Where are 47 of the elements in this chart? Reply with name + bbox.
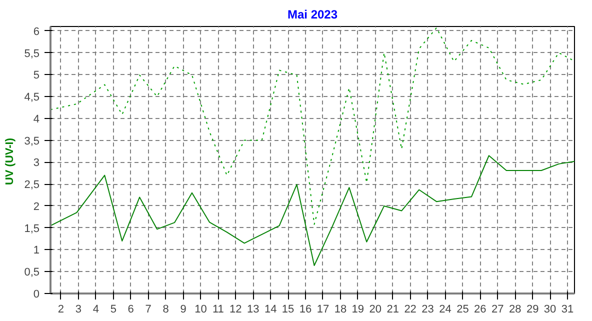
- y-tick-label: 0: [33, 288, 40, 300]
- x-tick-label: 2: [58, 304, 64, 316]
- x-tick-label: 15: [282, 304, 294, 316]
- x-tick-label: 7: [145, 304, 152, 316]
- y-tick-label: 5,5: [24, 48, 40, 60]
- x-tick-label: 19: [352, 304, 364, 316]
- x-tick-label: 11: [212, 304, 224, 316]
- x-tick-label: 27: [492, 304, 504, 316]
- chart-title: Mai 2023: [287, 8, 338, 22]
- x-tick-label: 26: [474, 304, 486, 316]
- x-tick-label: 12: [230, 304, 242, 316]
- x-tick-label: 9: [180, 304, 186, 316]
- y-tick-label: 4: [33, 113, 40, 126]
- x-tick-label: 30: [544, 304, 556, 316]
- x-tick-label: 31: [561, 304, 574, 316]
- x-tick-label: 14: [264, 304, 277, 316]
- y-tick-label: 5: [33, 70, 40, 82]
- x-tick-label: 18: [334, 304, 347, 316]
- y-tick-label: 0,5: [24, 266, 40, 279]
- line-series: [50, 155, 574, 266]
- y-tick-label: 6: [33, 26, 40, 38]
- x-tick-label: 17: [316, 304, 330, 316]
- x-tick-label: 8: [162, 304, 169, 316]
- y-tick-label: 3: [33, 157, 40, 170]
- x-tick-label: 13: [246, 304, 260, 316]
- line-series: [50, 27, 574, 225]
- y-axis-title: UV (UV-I): [4, 138, 16, 186]
- x-tick-label: 21: [386, 304, 399, 316]
- x-tick-label: 25: [456, 304, 469, 316]
- x-tick-label: 24: [439, 304, 452, 316]
- x-tick-label: 4: [92, 304, 99, 316]
- y-tick-label: 2,5: [24, 179, 40, 192]
- x-tick-label: 22: [404, 304, 416, 316]
- x-tick-label: 6: [128, 304, 134, 316]
- x-tick-label: 5: [110, 304, 116, 316]
- x-tick-label: 3: [75, 304, 82, 316]
- y-tick-label: 1,5: [24, 222, 40, 235]
- x-tick-label: 29: [526, 304, 539, 316]
- x-tick-label: 10: [194, 304, 207, 316]
- x-tick-label: 16: [299, 304, 312, 316]
- y-tick-label: 2: [33, 200, 40, 213]
- x-tick-label: 23: [422, 304, 434, 316]
- y-tick-label: 4,5: [24, 92, 40, 104]
- x-tick-label: 28: [508, 304, 522, 316]
- y-tick-label: 1: [33, 244, 40, 257]
- x-tick-label: 20: [369, 304, 382, 316]
- y-tick-label: 3,5: [24, 135, 40, 148]
